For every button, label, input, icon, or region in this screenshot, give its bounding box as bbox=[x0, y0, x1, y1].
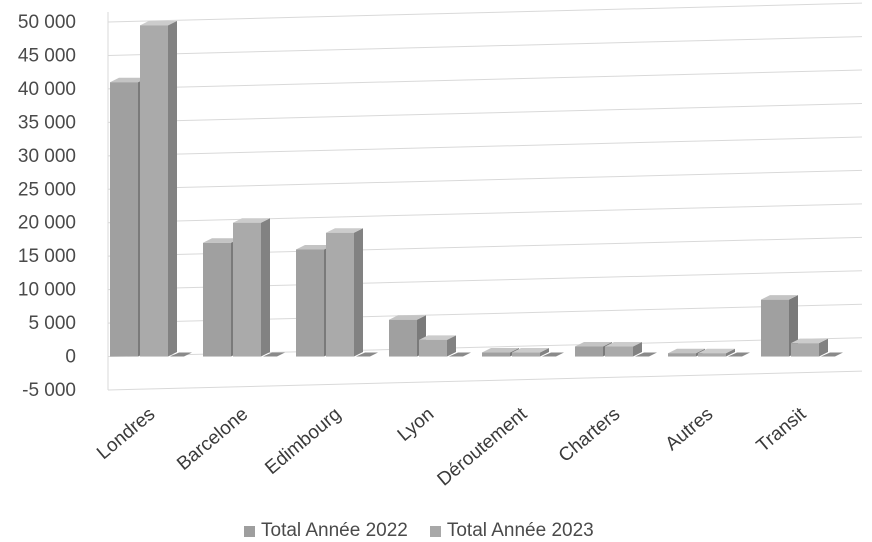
gridline bbox=[107, 2, 863, 23]
gridline bbox=[107, 136, 863, 157]
bar-stub bbox=[728, 352, 750, 357]
bar-top bbox=[575, 342, 612, 347]
bar bbox=[326, 232, 354, 357]
gridline bbox=[107, 36, 863, 56]
gridline bbox=[107, 370, 863, 391]
bar bbox=[233, 222, 261, 357]
bar-top bbox=[698, 348, 735, 354]
bar bbox=[791, 343, 819, 357]
bar-top bbox=[668, 348, 705, 354]
bar bbox=[761, 299, 789, 357]
bar bbox=[140, 25, 168, 357]
bar bbox=[482, 352, 510, 357]
bar-stub bbox=[170, 352, 192, 357]
bar bbox=[668, 353, 696, 357]
gridline bbox=[107, 69, 863, 90]
bar-top bbox=[389, 315, 426, 320]
y-tick-label: 10 000 bbox=[18, 280, 76, 301]
y-tick-label: 5 000 bbox=[28, 313, 76, 334]
x-axis-tick-labels: Londres Barcelone Edimbourg LyonDéroutement… bbox=[93, 403, 811, 490]
x-tick-label: Charters bbox=[555, 404, 624, 467]
bar bbox=[605, 346, 633, 357]
gridline bbox=[107, 169, 863, 190]
x-tick-label: Lyon bbox=[394, 404, 439, 446]
bar-top bbox=[512, 348, 549, 353]
y-axis-tick-labels: -5 000 0 5 000 10 000 15 000 20 000 25 000 30 0… bbox=[18, 12, 76, 401]
bar-side bbox=[726, 348, 735, 357]
bar-top bbox=[233, 218, 270, 223]
y-tick-label: 30 000 bbox=[18, 146, 76, 167]
legend: Total Année 2022 Total Année 2023 bbox=[244, 520, 594, 542]
bar-stub bbox=[635, 352, 657, 357]
bar-top bbox=[326, 228, 363, 233]
legend-label-2022: Total Année 2022 bbox=[261, 520, 408, 541]
y-tick-label: 25 000 bbox=[18, 179, 76, 200]
bar-side bbox=[354, 228, 363, 357]
legend-swatch-2023 bbox=[429, 525, 441, 537]
bar-top bbox=[203, 238, 240, 243]
gridline bbox=[107, 203, 863, 224]
bar-side bbox=[168, 20, 177, 357]
y-tick-label: 45 000 bbox=[18, 45, 76, 66]
x-tick-label: Transit bbox=[753, 403, 811, 456]
bar-top bbox=[791, 338, 828, 344]
bar-top bbox=[296, 244, 333, 250]
bar-stub bbox=[356, 352, 378, 357]
y-tick-label: 35 000 bbox=[18, 112, 76, 133]
bar-side bbox=[819, 338, 828, 357]
gridline bbox=[107, 103, 863, 123]
bar-top bbox=[482, 348, 519, 353]
bar-top bbox=[110, 77, 147, 83]
bar-side bbox=[447, 335, 456, 357]
bar-top bbox=[605, 342, 642, 347]
x-tick-label: Autres bbox=[662, 404, 718, 455]
legend-item-2022: Total Année 2022 bbox=[244, 520, 408, 542]
bars bbox=[110, 20, 843, 357]
y-tick-label: 0 bbox=[65, 347, 76, 368]
bar bbox=[698, 353, 726, 357]
bar bbox=[575, 346, 603, 357]
bar bbox=[419, 339, 447, 357]
bar-side bbox=[633, 342, 642, 357]
legend-label-2023: Total Année 2023 bbox=[446, 520, 594, 541]
bar-stub bbox=[263, 352, 285, 357]
bar bbox=[512, 352, 540, 357]
bar-stub bbox=[449, 352, 471, 357]
y-tick-label: 40 000 bbox=[18, 79, 76, 100]
x-tick-label: Déroutement bbox=[434, 403, 532, 490]
bar-side bbox=[261, 218, 270, 357]
y-tick-label: 50 000 bbox=[18, 12, 76, 33]
legend-item-2023: Total Année 2023 bbox=[429, 520, 594, 542]
y-tick-label: 15 000 bbox=[18, 246, 76, 267]
legend-swatch-2022 bbox=[244, 525, 255, 537]
x-tick-label: Londres bbox=[93, 404, 159, 464]
x-tick-label: Edimbourg bbox=[261, 404, 345, 479]
bar-top bbox=[761, 295, 798, 300]
bar-stub bbox=[542, 352, 564, 357]
bar bbox=[110, 82, 138, 357]
bar-stub bbox=[821, 352, 843, 357]
bar-top bbox=[140, 20, 177, 26]
bar-side bbox=[540, 348, 549, 357]
y-tick-label: -5 000 bbox=[22, 380, 76, 401]
y-tick-label: 20 000 bbox=[18, 213, 76, 234]
bar bbox=[296, 249, 324, 357]
bar-top bbox=[419, 335, 456, 340]
bar bbox=[389, 319, 417, 357]
x-tick-label: Barcelone bbox=[173, 404, 252, 475]
bar bbox=[203, 242, 231, 357]
